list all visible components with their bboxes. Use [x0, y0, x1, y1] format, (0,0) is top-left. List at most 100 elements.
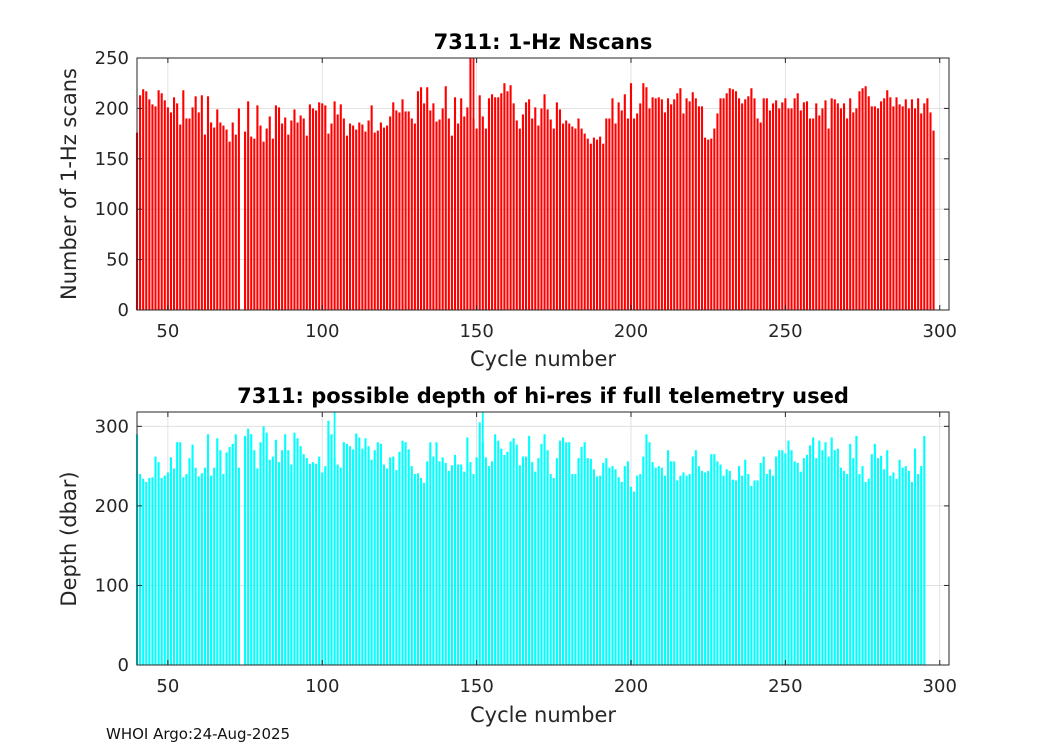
depth-bar-263 [824, 442, 827, 665]
nscans-bar-177 [558, 109, 562, 310]
nscans-bar-105 [336, 114, 339, 310]
depth-bar-214 [673, 461, 676, 665]
depth-bar-193 [608, 467, 611, 665]
nscans-bar-209 [657, 97, 660, 310]
nscans-bar-176 [555, 102, 558, 310]
nscans-bar-201 [633, 118, 636, 310]
nscans-bar-283 [886, 90, 889, 310]
nscans-bar-59 [194, 96, 197, 310]
nscans-bar-281 [880, 101, 883, 310]
depth-bar-139 [441, 457, 444, 665]
nscans-bar-233 [731, 89, 734, 310]
depth-bar-227 [713, 454, 716, 665]
nscans-bar-170 [537, 125, 540, 310]
nscans-bar-242 [759, 122, 762, 310]
depth-bar-94 [302, 454, 305, 665]
depth-bar-72 [234, 434, 237, 665]
nscans-bar-135 [429, 110, 432, 310]
depth-bar-66 [216, 438, 219, 665]
nscans-bar-192 [605, 118, 608, 310]
nscans-bar-60 [197, 112, 200, 311]
nscans-bar-215 [676, 93, 679, 310]
depth-bar-57 [188, 458, 191, 665]
depth-bar-50 [166, 472, 169, 665]
nscans-chart: 0 50 100 150 200 250 50 100 150 200 250 300 7311: … [57, 30, 957, 371]
depth-bar-150 [475, 457, 478, 665]
depth-bar-144 [457, 464, 460, 665]
depth-bar-261 [818, 440, 821, 665]
nscans-bar-287 [898, 104, 901, 311]
nscans-bar-183 [577, 118, 580, 310]
nscans-bar-288 [901, 106, 904, 310]
depth-bar-267 [836, 448, 839, 665]
depth-bar-206 [648, 442, 651, 665]
depth-bar-180 [568, 442, 571, 665]
nscans-bar-108 [345, 135, 348, 310]
nscans-bar-90 [290, 120, 293, 310]
nscans-bar-286 [895, 97, 898, 310]
nscans-bar-122 [389, 116, 392, 311]
depth-bar-154 [487, 466, 491, 665]
nscans-bar-57 [188, 118, 191, 310]
depth-bar-179 [565, 442, 568, 665]
nscans-bar-203 [639, 103, 642, 310]
nscans-bar-73 [237, 108, 240, 311]
nscans-bar-85 [274, 105, 277, 310]
depth-bar-164 [518, 465, 521, 665]
nscans-bar-147 [466, 107, 469, 310]
nscans-bar-229 [719, 98, 722, 310]
depth-bar-98 [315, 463, 318, 665]
nscans-bar-280 [876, 108, 880, 311]
depth-bar-226 [710, 454, 713, 665]
depth-bar-126 [401, 440, 404, 665]
depth-bar-200 [629, 486, 633, 665]
nscans-bar-78 [253, 138, 256, 310]
depth-bar-204 [642, 456, 645, 665]
depth-bar-187 [589, 458, 592, 665]
depth-bar-188 [592, 469, 595, 665]
depth-bar-96 [308, 463, 311, 665]
depth-bar-232 [728, 470, 731, 665]
nscans-x-tick-label-150: 150 [459, 321, 493, 342]
depth-bar-224 [704, 472, 707, 665]
nscans-bar-245 [768, 110, 771, 310]
depth-bar-93 [299, 446, 302, 665]
nscans-bar-136 [432, 103, 435, 310]
depth-y-tick-label-100: 100 [95, 575, 129, 596]
nscans-bar-130 [413, 123, 416, 311]
depth-bar-58 [191, 444, 194, 665]
nscans-bar-250 [784, 98, 787, 310]
nscans-bar-274 [858, 91, 861, 310]
depth-bar-133 [423, 482, 426, 665]
depth-bar-201 [633, 491, 636, 665]
depth-bar-209 [657, 466, 660, 665]
nscans-bar-96 [308, 104, 311, 311]
nscans-bar-186 [586, 138, 589, 310]
nscans-bar-191 [602, 143, 605, 310]
nscans-bar-257 [805, 101, 809, 310]
depth-bar-67 [219, 450, 222, 665]
nscans-bar-251 [787, 108, 790, 311]
nscans-bar-133 [423, 103, 426, 310]
nscans-bar-291 [910, 99, 913, 310]
depth-bar-112 [358, 437, 361, 665]
depth-chart-title: 7311: possible depth of hi-res if full t… [237, 384, 849, 408]
nscans-bar-238 [747, 96, 750, 310]
depth-spike-152 [481, 412, 484, 665]
nscans-bar-107 [342, 118, 345, 310]
depth-bar-247 [775, 456, 778, 665]
depth-bar-260 [815, 458, 818, 665]
nscans-bar-221 [694, 98, 697, 310]
nscans-bar-113 [361, 124, 364, 310]
nscans-bar-278 [870, 106, 873, 310]
nscans-bar-260 [815, 103, 818, 310]
depth-bar-195 [614, 469, 617, 665]
nscans-bar-77 [250, 136, 253, 310]
depth-bar-189 [595, 476, 599, 665]
depth-plot-area [137, 412, 949, 665]
depth-bar-117 [373, 450, 376, 665]
depth-bar-251 [787, 440, 790, 665]
depth-x-tick-label-50: 50 [156, 676, 179, 697]
nscans-bar-76 [247, 101, 250, 310]
nscans-bar-243 [762, 98, 765, 310]
